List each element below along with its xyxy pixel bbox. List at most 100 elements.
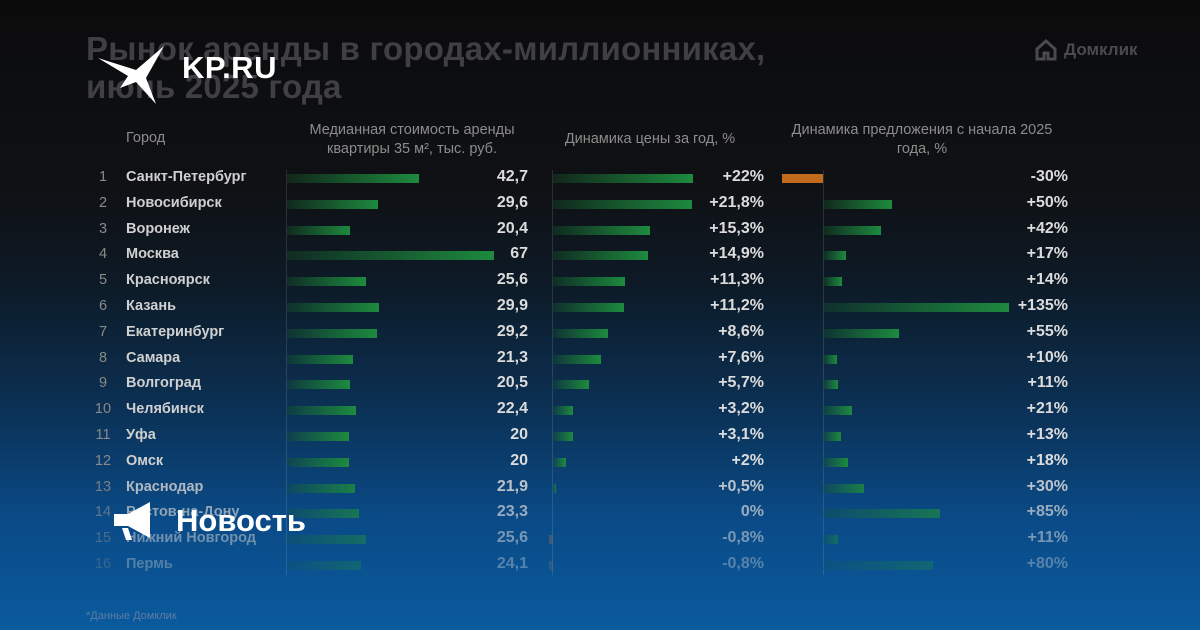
supply-bar	[823, 561, 934, 570]
kp-logo-text: KP.RU	[182, 50, 277, 85]
supply-value: +30%	[1026, 477, 1068, 495]
price-value: -0,8%	[722, 555, 764, 572]
supply-value: -30%	[1030, 168, 1068, 185]
price-value: 0%	[740, 503, 764, 521]
city-name: Москва	[126, 246, 179, 263]
rent-value: 22,4	[496, 400, 528, 418]
supply-bar	[823, 483, 865, 493]
supply-value: +17%	[1026, 245, 1068, 263]
rent-bar	[287, 251, 494, 261]
rent-bar	[287, 354, 353, 364]
city-name: Самара	[126, 349, 181, 366]
row-number: 3	[98, 220, 108, 237]
rent-value: 29,9	[496, 297, 528, 314]
supply-bar	[781, 174, 823, 183]
price-bar	[553, 328, 608, 338]
price-value: +15,3%	[709, 219, 764, 237]
price-value: +5,7%	[718, 374, 764, 392]
price-bar	[553, 225, 651, 235]
price-bar	[553, 251, 648, 261]
supply-bar	[823, 535, 839, 545]
price-value: +3,1%	[718, 426, 764, 443]
header-rent: Медианная стоимость аренды квартиры 35 м…	[309, 122, 515, 157]
rent-bar	[287, 303, 380, 312]
supply-value: +21%	[1026, 400, 1068, 418]
supply-value: +42%	[1026, 219, 1068, 237]
supply-bar	[823, 199, 892, 209]
supply-bar	[823, 380, 839, 390]
kp-logo[interactable]: KP.RU	[96, 44, 277, 106]
header-city: Город	[126, 130, 166, 146]
header-supply: Динамика предложения с начала 2025 года,…	[791, 122, 1053, 157]
price-value: +21,8%	[709, 193, 764, 211]
title-line-1: Рынок аренды в городах-миллионниках,	[86, 30, 766, 67]
price-value: +22%	[722, 168, 764, 185]
row-number: 5	[98, 272, 108, 289]
house-icon	[1035, 38, 1057, 61]
row-number: 7	[98, 323, 108, 340]
price-value: +2%	[731, 451, 764, 469]
supply-value: +80%	[1026, 555, 1068, 572]
price-bar	[553, 457, 566, 467]
news-badge[interactable]: Новость	[112, 500, 306, 542]
supply-axis	[823, 170, 824, 575]
supply-value: +14%	[1026, 271, 1068, 289]
row-number: 12	[94, 452, 112, 469]
domklik-logo: Домклик	[1034, 38, 1138, 62]
rent-value: 20	[510, 451, 528, 469]
rent-value: 20	[510, 426, 528, 443]
price-value: +7,6%	[718, 348, 764, 366]
row-number: 6	[98, 298, 108, 314]
city-name: Уфа	[126, 427, 156, 443]
rent-value: 21,3	[496, 348, 528, 366]
supply-bar	[823, 432, 841, 441]
rent-bar	[287, 199, 379, 209]
price-bar	[553, 380, 590, 390]
price-value: -0,8%	[722, 529, 764, 547]
supply-bar	[823, 277, 843, 287]
price-bar	[553, 303, 625, 312]
header-price: Динамика цены за год, %	[564, 131, 736, 147]
supply-value: +55%	[1026, 322, 1068, 340]
price-axis	[552, 170, 553, 575]
price-bar	[553, 406, 574, 416]
rent-bar	[287, 277, 367, 287]
city-name: Пермь	[126, 556, 173, 572]
row-number: 4	[98, 246, 108, 263]
price-value: +14,9%	[709, 245, 764, 263]
price-bar	[553, 199, 692, 209]
rent-bar	[287, 457, 349, 467]
rent-value: 24,1	[496, 555, 528, 572]
price-value: +0,5%	[718, 477, 764, 495]
price-value: +8,6%	[718, 322, 764, 340]
city-name: Санкт-Петербург	[126, 169, 247, 185]
row-number: 9	[98, 375, 108, 392]
price-bar	[553, 354, 602, 364]
bird-icon	[98, 46, 164, 104]
row-number: 10	[94, 401, 112, 418]
rent-bar	[287, 380, 351, 390]
rent-bar	[287, 535, 367, 545]
supply-bar	[823, 225, 881, 235]
supply-bar	[823, 406, 852, 416]
rent-bar	[287, 328, 378, 338]
rent-axis	[286, 170, 287, 575]
city-name: Красноярск	[126, 272, 210, 289]
megaphone-icon	[114, 502, 150, 540]
city-name: Воронеж	[126, 220, 190, 237]
rent-value: 23,3	[496, 503, 528, 521]
city-name: Казань	[126, 298, 177, 314]
rent-bar	[287, 509, 359, 519]
supply-bar	[823, 251, 847, 261]
supply-value: +135%	[1017, 297, 1068, 314]
domklik-logo-text: Домклик	[1064, 40, 1138, 59]
supply-bar	[823, 303, 1009, 312]
rent-value: 25,6	[496, 271, 528, 289]
supply-bar	[823, 457, 848, 467]
rent-value: 29,2	[496, 322, 528, 340]
rent-bar	[287, 406, 357, 416]
row-number: 8	[98, 349, 108, 366]
rent-value: 20,4	[496, 219, 528, 237]
footnote: *Данные Домклик	[86, 610, 177, 622]
supply-value: +85%	[1026, 503, 1068, 521]
